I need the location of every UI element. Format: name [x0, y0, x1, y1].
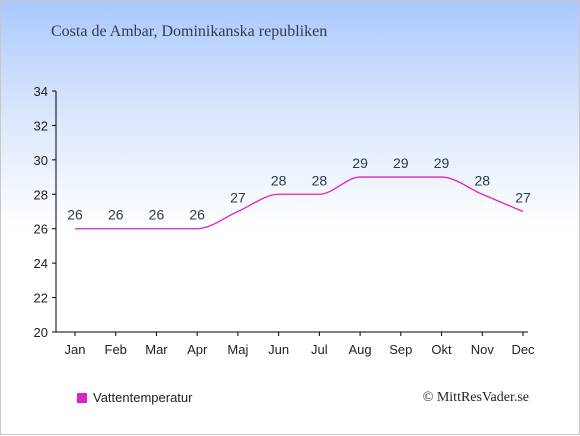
x-tick-label: Mar	[145, 342, 168, 357]
data-label: 29	[434, 155, 450, 171]
credit-text: © MittResVader.se	[422, 390, 529, 405]
chart-title: Costa de Ambar, Dominikanska republiken	[51, 23, 328, 40]
y-tick-label: 30	[34, 153, 48, 168]
y-tick-label: 22	[34, 291, 48, 306]
series-line-vattentemperatur	[75, 176, 524, 230]
x-tick-label: Sep	[389, 342, 412, 357]
y-tick-label: 34	[34, 84, 48, 99]
data-label: 29	[393, 155, 409, 171]
data-label: 26	[108, 207, 124, 223]
data-label: 26	[67, 207, 83, 223]
data-label: 29	[352, 155, 368, 171]
x-tick-label: Aug	[349, 342, 372, 357]
y-tick-label: 26	[34, 222, 48, 237]
x-tick-label: Jul	[311, 342, 328, 357]
x-tick-label: Maj	[227, 342, 248, 357]
x-tick-label: Jan	[65, 342, 86, 357]
y-tick-label: 20	[34, 325, 48, 340]
data-label: 27	[230, 190, 246, 206]
x-tick-label: Nov	[471, 342, 495, 357]
data-label: 28	[312, 172, 328, 188]
y-tick-label: 28	[34, 187, 48, 202]
data-label: 28	[474, 172, 490, 188]
x-tick-label: Feb	[105, 342, 127, 357]
data-label: 26	[189, 207, 205, 223]
x-tick-label: Okt	[431, 342, 452, 357]
data-label: 28	[271, 172, 287, 188]
y-tick-label: 24	[34, 256, 48, 271]
legend-label: Vattentemperatur	[93, 390, 193, 405]
x-tick-label: Jun	[268, 342, 289, 357]
legend-swatch	[77, 392, 87, 403]
x-tick-label: Dec	[511, 342, 535, 357]
legend: Vattentemperatur	[77, 390, 192, 405]
x-tick-label: Apr	[187, 342, 208, 357]
data-label: 26	[149, 207, 165, 223]
data-label: 27	[515, 190, 531, 206]
y-tick-label: 32	[34, 118, 48, 133]
